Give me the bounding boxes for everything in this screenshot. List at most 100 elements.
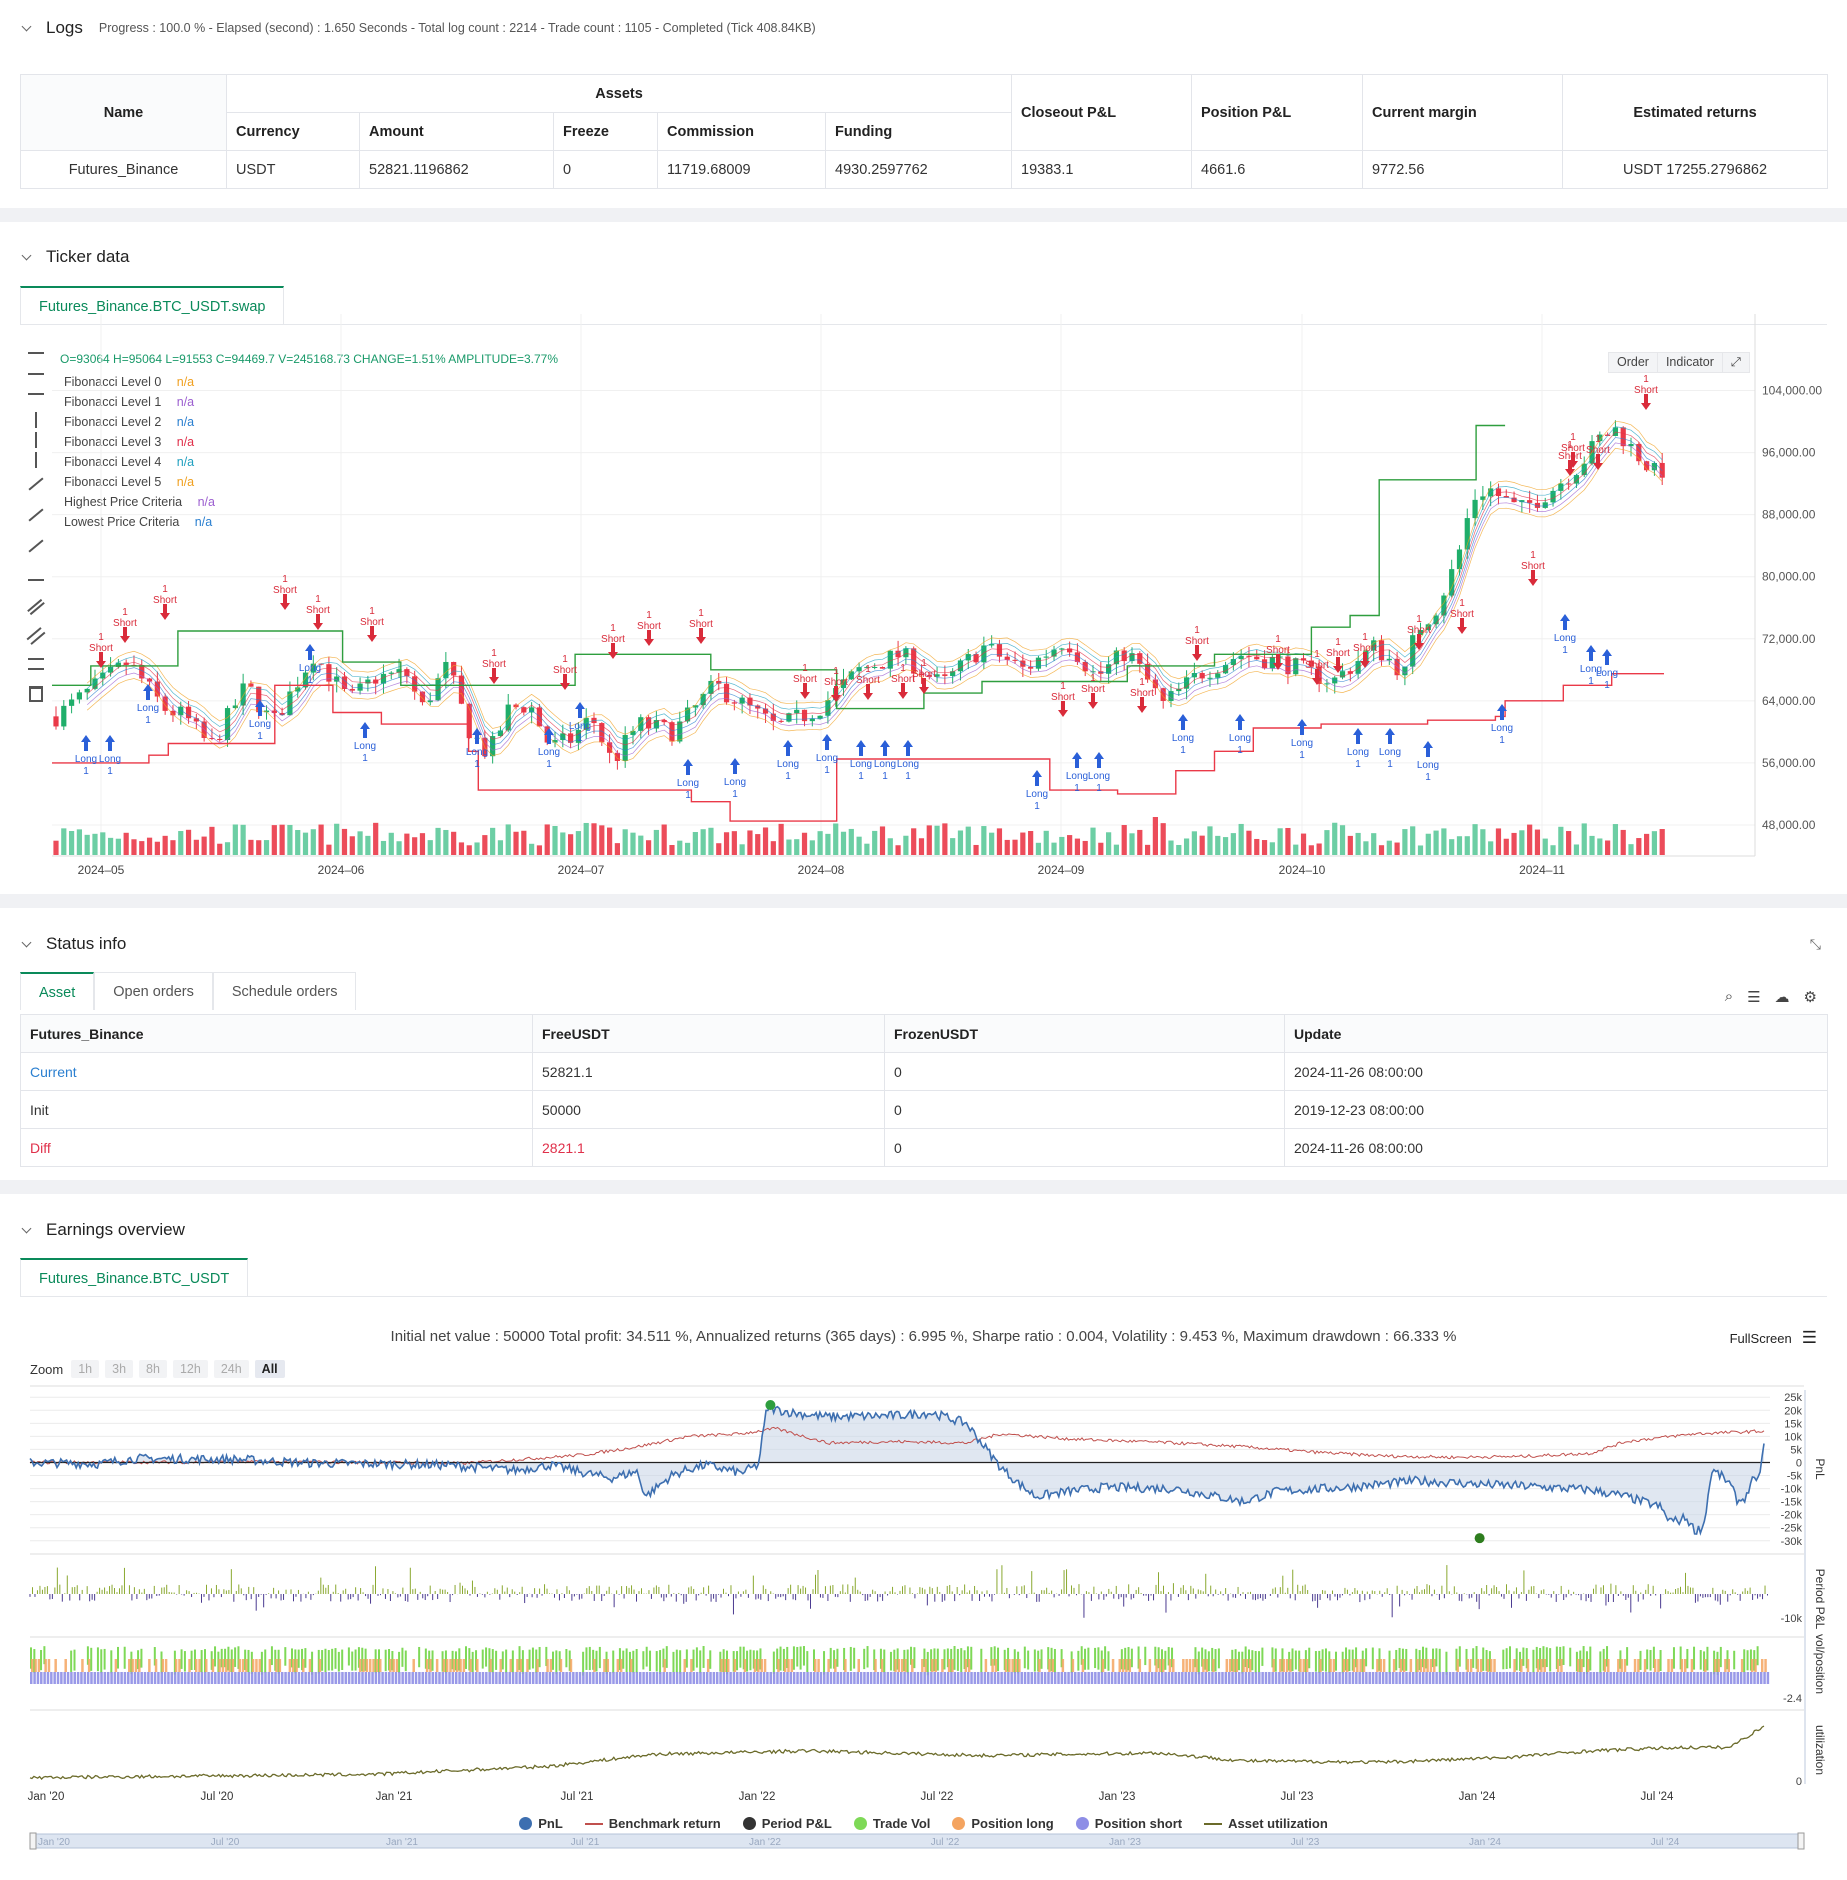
volume-bar [957, 830, 964, 855]
trade-vol-bar [1217, 1648, 1220, 1669]
legend-item[interactable]: PnL [519, 1816, 563, 1831]
cloud-download-icon[interactable]: ☁ [1774, 989, 1790, 1006]
candle-body [989, 644, 995, 646]
position-long-bar [1724, 1659, 1727, 1672]
legend-item[interactable]: Position short [1075, 1816, 1182, 1831]
trade-vol-bar [772, 1651, 775, 1674]
legend-item[interactable]: Highest Price Criteria n/a [64, 492, 215, 512]
trend-line-icon[interactable] [28, 393, 44, 395]
signal-qty: 1 [1416, 614, 1422, 625]
candle-body [1550, 490, 1556, 503]
position-long-bar [777, 1659, 780, 1672]
fib-retracement-icon[interactable] [28, 658, 44, 670]
zoom-24h-button[interactable]: 24h [213, 1360, 249, 1378]
vertical-ray-icon[interactable] [35, 432, 37, 448]
gear-icon[interactable]: ⚙ [1803, 989, 1817, 1006]
candle-body [1464, 518, 1470, 550]
signal-label: Long [1491, 723, 1513, 734]
legend-item[interactable]: Benchmark return [584, 1816, 721, 1831]
earnings-header[interactable]: Earnings overview [20, 1220, 185, 1240]
status-header[interactable]: Status info [20, 934, 126, 954]
zoom-12h-button[interactable]: 12h [172, 1360, 208, 1378]
legend-item[interactable]: Trade Vol [853, 1816, 930, 1831]
trade-vol-bar [632, 1650, 635, 1673]
earnings-chart[interactable]: 25k20k15k10k5k0-5k-10k-15k-20k-25k-30k-1… [0, 1194, 1847, 1880]
trash-icon[interactable] [29, 686, 43, 702]
indicator-button[interactable]: Indicator [1657, 352, 1723, 373]
tab-btc-usdt[interactable]: Futures_Binance.BTC_USDT [20, 1258, 249, 1296]
volume-bar [482, 835, 488, 855]
legend-item[interactable]: Fibonacci Level 4 n/a [64, 452, 215, 472]
arrow-up-icon [305, 644, 315, 660]
legend-item[interactable]: Fibonacci Level 3 n/a [64, 432, 215, 452]
trade-vol-bar [960, 1648, 963, 1673]
position-short-bar [1157, 1672, 1161, 1684]
legend-item[interactable]: Asset utilization [1204, 1816, 1328, 1831]
list-icon[interactable]: ☰ [1747, 989, 1761, 1006]
legend-item[interactable]: Fibonacci Level 5 n/a [64, 472, 215, 492]
trade-vol-bar [799, 1646, 802, 1670]
candle-body [1144, 663, 1151, 680]
search-icon[interactable]: ⌕ [1724, 988, 1734, 1005]
chevron-down-icon[interactable] [20, 250, 34, 264]
trade-vol-bar [853, 1647, 856, 1669]
ticker-header[interactable]: Ticker data [20, 247, 129, 267]
order-button[interactable]: Order [1608, 352, 1658, 373]
segment-icon[interactable] [28, 508, 44, 522]
zoom-3h-button[interactable]: 3h [105, 1360, 134, 1378]
ray-icon[interactable] [28, 477, 44, 491]
signal-qty: 1 [1499, 735, 1505, 746]
position-long-bar [757, 1659, 760, 1672]
trade-vol-bar [1539, 1647, 1542, 1670]
trade-vol-bar [946, 1648, 949, 1668]
collapse-icon[interactable]: ⤡ [1809, 936, 1821, 952]
chevron-down-icon[interactable] [20, 21, 34, 35]
position-long-bar [372, 1659, 375, 1672]
logs-header[interactable]: Logs Progress : 100.0 % - Elapsed (secon… [20, 18, 816, 38]
position-short-bar [628, 1672, 632, 1684]
horizontal-line-icon[interactable] [28, 352, 44, 354]
position-long-bar [814, 1659, 817, 1672]
legend-item[interactable]: Fibonacci Level 2 n/a [64, 412, 215, 432]
tab-btc-usdt-swap[interactable]: Futures_Binance.BTC_USDT.swap [20, 286, 285, 324]
position-long-bar [1121, 1659, 1125, 1672]
position-short-bar [354, 1672, 358, 1684]
trade-vol-bar [505, 1649, 508, 1674]
zoom-1h-button[interactable]: 1h [71, 1360, 100, 1378]
zoom-all-button[interactable]: All [254, 1360, 285, 1378]
candle-body [700, 693, 706, 706]
trade-vol-bar [779, 1646, 782, 1671]
candle-body [770, 713, 776, 721]
legend-item[interactable]: Position long [952, 1816, 1054, 1831]
trade-vol-bar [1475, 1646, 1478, 1669]
position-long-bar [967, 1659, 971, 1672]
trade-vol-bar [384, 1649, 387, 1672]
legend-label: Fibonacci Level 0 [64, 375, 162, 389]
line-icon[interactable] [28, 539, 44, 553]
fullscreen-button[interactable]: FullScreen ☰ [1730, 1328, 1817, 1348]
position-short-bar [535, 1672, 538, 1684]
parallel-channel-icon[interactable] [27, 598, 45, 616]
legend-item[interactable]: Fibonacci Level 1 n/a [64, 392, 215, 412]
trade-vol-bar [792, 1646, 795, 1670]
tab-schedule-orders[interactable]: Schedule orders [212, 972, 357, 1010]
menu-icon[interactable]: ☰ [1801, 1328, 1817, 1347]
legend-item[interactable]: Lowest Price Criteria n/a [64, 512, 215, 532]
cell-free: 2821.1 [532, 1128, 885, 1167]
vertical-line-icon[interactable] [35, 412, 37, 428]
legend-item[interactable]: Period P&L [742, 1816, 832, 1831]
horizontal-ray-icon[interactable] [28, 373, 44, 375]
price-label-icon[interactable] [28, 573, 44, 581]
position-short-bar [632, 1672, 635, 1684]
zoom-8h-button[interactable]: 8h [139, 1360, 167, 1378]
tab-asset[interactable]: Asset [20, 972, 95, 1010]
legend-item[interactable]: Fibonacci Level 0 n/a [64, 372, 215, 392]
row-label-current[interactable]: Current [20, 1052, 533, 1091]
expand-icon[interactable]: ⤢ [1722, 352, 1750, 373]
chevron-down-icon[interactable] [20, 937, 34, 951]
vertical-segment-icon[interactable] [35, 452, 37, 468]
position-long-bar [1617, 1659, 1620, 1672]
tab-open-orders[interactable]: Open orders [94, 972, 213, 1010]
fib-fan-icon[interactable] [26, 627, 46, 645]
trade-vol-bar [1435, 1648, 1438, 1667]
